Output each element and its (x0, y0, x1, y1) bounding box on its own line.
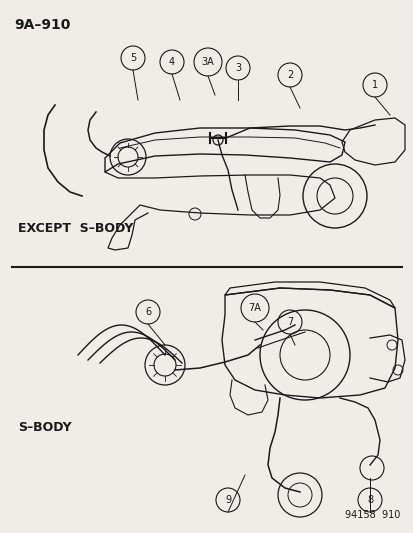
Text: 7: 7 (286, 317, 292, 327)
Text: 8: 8 (366, 495, 372, 505)
Text: EXCEPT  S–BODY: EXCEPT S–BODY (18, 222, 133, 235)
Text: 6: 6 (145, 307, 151, 317)
Text: 1: 1 (371, 80, 377, 90)
Text: 2: 2 (286, 70, 292, 80)
Text: 3A: 3A (201, 57, 214, 67)
Text: 94158  910: 94158 910 (344, 510, 399, 520)
Text: 7A: 7A (248, 303, 261, 313)
Text: S–BODY: S–BODY (18, 422, 71, 434)
Text: 9A–910: 9A–910 (14, 18, 70, 32)
Text: 3: 3 (234, 63, 240, 73)
Text: 5: 5 (130, 53, 136, 63)
Text: 9: 9 (224, 495, 230, 505)
Text: 4: 4 (169, 57, 175, 67)
